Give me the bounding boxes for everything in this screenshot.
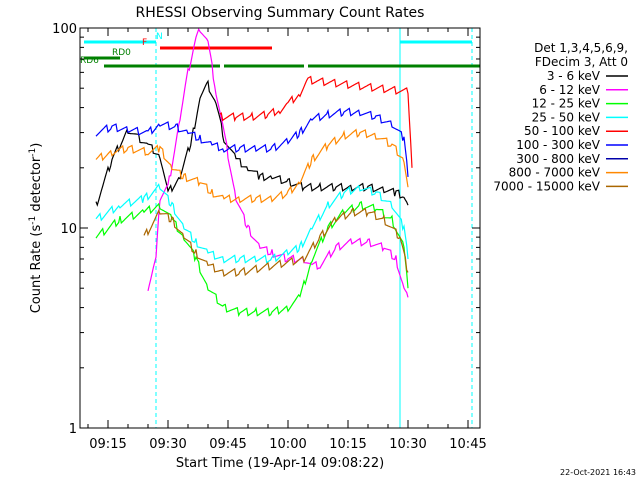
status-label-rd6: RD6	[80, 56, 99, 66]
chart-title: RHESSI Observing Summary Count Rates	[136, 5, 425, 21]
series-group	[95, 27, 413, 318]
series-line-4	[219, 75, 413, 168]
x-tick-label-6: 10:45	[449, 437, 486, 452]
y-tick-label-2: 100	[52, 22, 77, 37]
x-tick-label-2: 09:45	[209, 437, 246, 452]
legend-label-0: 3 - 6 keV	[547, 69, 601, 83]
y-axis-label-end: )	[29, 143, 44, 148]
legend-label-6: 300 - 800 keV	[516, 152, 600, 166]
y-axis-label-main: Count Rate (s	[29, 225, 44, 314]
series-line-7	[95, 128, 409, 204]
status-label-rd0: RD0	[112, 48, 131, 58]
y-axis-label-sup2: -1	[28, 148, 38, 157]
legend-label-4: 50 - 100 keV	[524, 124, 601, 138]
x-tick-label-0: 09:15	[89, 437, 126, 452]
x-axis: 09:15 09:30 09:45 10:00 10:15 10:30 10:45	[87, 28, 487, 452]
series-line-8	[143, 207, 409, 278]
status-label-f: F	[142, 38, 147, 48]
status-label-n: N	[156, 32, 163, 42]
legend: Det 1,3,4,5,6,9, FDecim 3, Att 0 3 - 6 k…	[493, 41, 628, 193]
legend-label-2: 12 - 25 keV	[532, 97, 601, 111]
legend-header-line-1: Det 1,3,4,5,6,9,	[534, 41, 628, 55]
y-tick-label-0: 1	[69, 422, 77, 437]
series-line-5	[95, 107, 409, 177]
x-tick-label-4: 10:15	[329, 437, 366, 452]
y-axis-label-sup1: -1	[28, 216, 38, 225]
y-axis-label: Count Rate (s-1 detector-1)	[28, 143, 44, 314]
series-line-1	[147, 27, 409, 298]
x-tick-label-3: 10:00	[269, 437, 306, 452]
timestamp: 22-Oct-2021 16:43	[560, 468, 636, 477]
y-axis-label-mid: detector	[29, 156, 44, 216]
series-line-3	[95, 183, 409, 264]
x-tick-label-5: 10:30	[389, 437, 426, 452]
legend-header-line-2: FDecim 3, Att 0	[535, 55, 628, 69]
legend-label-3: 25 - 50 keV	[532, 110, 601, 124]
legend-label-1: 6 - 12 keV	[539, 83, 601, 97]
legend-label-8: 7000 - 15000 keV	[493, 179, 600, 193]
y-tick-label-1: 10	[60, 222, 77, 237]
y-axis: 1 10 100	[52, 22, 480, 437]
status-bars: NF RD0 RD6	[80, 32, 480, 68]
x-axis-label: Start Time (19-Apr-14 09:08:22)	[176, 456, 384, 471]
x-tick-label-1: 09:30	[149, 437, 186, 452]
legend-label-5: 100 - 300 keV	[516, 138, 600, 152]
legend-label-7: 800 - 7000 keV	[509, 166, 601, 180]
series-line-2	[95, 201, 409, 318]
